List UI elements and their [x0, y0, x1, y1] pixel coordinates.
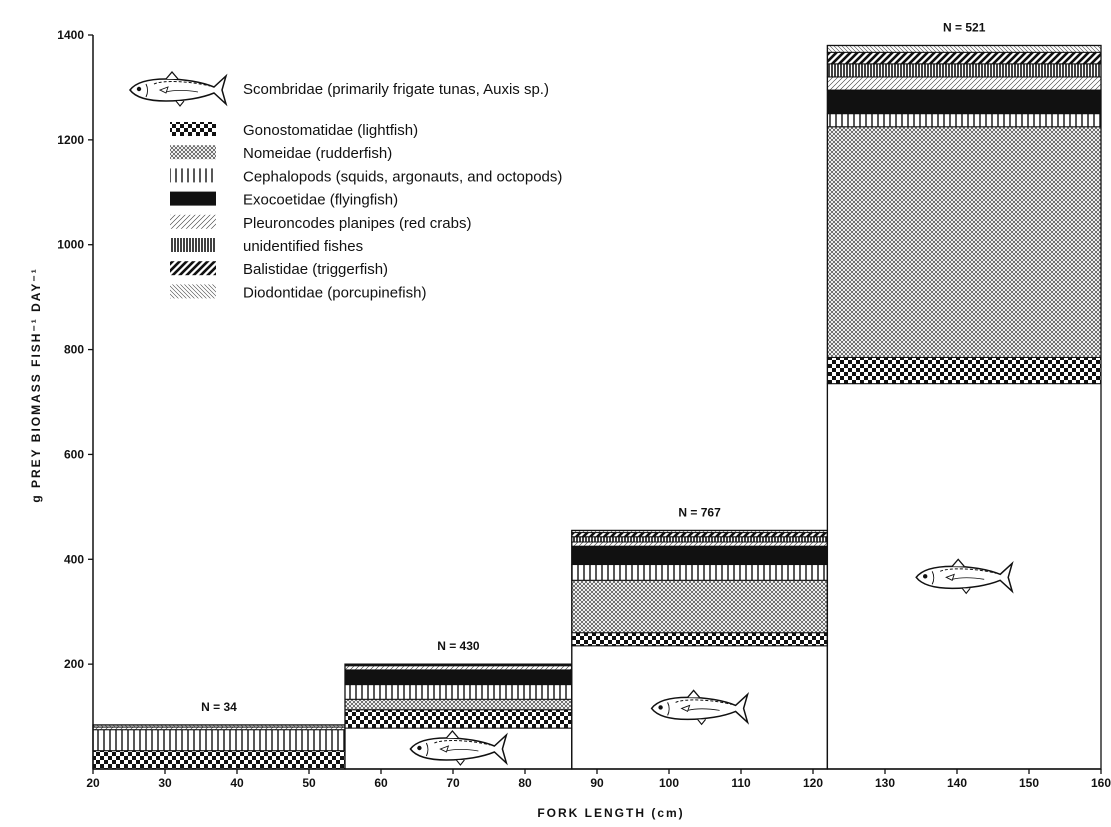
- y-tick-label: 200: [64, 657, 84, 671]
- legend-swatch-solid: [170, 191, 216, 206]
- legend-label: Exocoetidae (flyingfish): [243, 192, 398, 209]
- legend-swatch-thin-diag: [170, 214, 216, 229]
- bar-segment-back-diag-4: [826, 44, 1102, 53]
- bar-segment-checker-1: [92, 750, 346, 770]
- legend-label: unidentified fishes: [243, 238, 363, 255]
- bar-segment-dense-vlines-3: [571, 536, 828, 543]
- bar-segment-vlines-1: [92, 729, 346, 752]
- y-axis-label: g PREY BIOMASS FISH⁻¹ DAY⁻¹: [29, 267, 43, 502]
- bar-segment-solid-2: [344, 669, 573, 686]
- bar-segment-vlines-2: [344, 684, 573, 700]
- sample-size-label: N = 430: [437, 639, 480, 653]
- sample-size-label: N = 521: [943, 20, 986, 34]
- x-tick-label: 80: [518, 776, 532, 790]
- x-tick-label: 100: [659, 776, 679, 790]
- bar-segment-crosshatch-3: [571, 579, 828, 634]
- bar-segment-dense-vlines-4: [826, 63, 1102, 78]
- legend-label: Gonostomatidae (lightfish): [243, 122, 418, 139]
- legend-label: Scombridae (primarily frigate tunas, Aux…: [243, 81, 549, 98]
- y-tick-label: 1400: [57, 28, 84, 42]
- bar-segment-solid-4: [826, 89, 1102, 115]
- sample-size-label: N = 34: [201, 700, 237, 714]
- x-tick-label: 110: [731, 776, 751, 790]
- bar-group-3: N = 767: [571, 505, 829, 770]
- x-tick-label: 130: [875, 776, 895, 790]
- x-tick-label: 50: [302, 776, 316, 790]
- legend-swatch-checker: [170, 122, 216, 136]
- x-tick-label: 140: [947, 776, 967, 790]
- bar-segment-thin-diag-2: [344, 665, 573, 671]
- x-axis-label: FORK LENGTH (cm): [537, 806, 684, 820]
- y-tick-label: 1200: [57, 133, 84, 147]
- bar-segment-checker-4: [826, 356, 1102, 385]
- legend: Scombridae (primarily frigate tunas, Aux…: [129, 71, 562, 301]
- x-tick-label: 90: [590, 776, 604, 790]
- x-tick-label: 30: [158, 776, 172, 790]
- bar-segment-thick-diag-3: [571, 532, 828, 538]
- x-tick-label: 20: [86, 776, 100, 790]
- legend-label: Diodontidae (porcupinefish): [243, 284, 426, 301]
- bar-segment-crosshatch-2: [344, 698, 573, 711]
- bar-group-1: N = 34: [92, 700, 346, 770]
- y-tick-label: 400: [64, 552, 84, 566]
- legend-label: Balistidae (triggerfish): [243, 261, 388, 278]
- legend-label: Cephalopods (squids, argonauts, and octo…: [243, 168, 562, 185]
- x-tick-label: 150: [1019, 776, 1039, 790]
- bar-segment-checker-3: [571, 632, 828, 647]
- y-tick-label: 1000: [57, 238, 84, 252]
- bar-segment-thick-diag-4: [826, 51, 1102, 65]
- legend-label: Nomeidae (rudderfish): [243, 145, 392, 162]
- x-tick-label: 70: [446, 776, 460, 790]
- legend-swatch-crosshatch: [170, 145, 216, 160]
- sample-size-label: N = 767: [678, 505, 721, 519]
- x-tick-label: 60: [374, 776, 388, 790]
- bar-group-2: N = 430: [344, 639, 573, 770]
- bar-group-4: N = 521: [826, 20, 1102, 770]
- bar-segment-checker-2: [344, 709, 573, 729]
- legend-swatch-vlines: [170, 168, 216, 183]
- legend-swatch-back-diag: [170, 284, 216, 299]
- bar-segment-thin-diag-3: [571, 541, 828, 547]
- bar-segment-crosshatch-4: [826, 126, 1102, 358]
- x-tick-label: 160: [1091, 776, 1111, 790]
- legend-fish-icon: [129, 71, 227, 107]
- y-tick-label: 800: [64, 343, 84, 357]
- legend-swatch-thick-diag: [170, 261, 216, 276]
- legend-swatch-dense-vlines: [170, 238, 216, 252]
- bar-segment-vlines-4: [826, 113, 1102, 128]
- x-tick-label: 120: [803, 776, 823, 790]
- legend-label: Pleuroncodes planipes (red crabs): [243, 215, 471, 232]
- bar-segment-solid-3: [571, 545, 828, 566]
- y-tick-label: 600: [64, 447, 84, 461]
- x-tick-label: 40: [230, 776, 244, 790]
- bar-segment-thin-diag-4: [826, 76, 1102, 91]
- bar-segment-vlines-3: [571, 564, 828, 581]
